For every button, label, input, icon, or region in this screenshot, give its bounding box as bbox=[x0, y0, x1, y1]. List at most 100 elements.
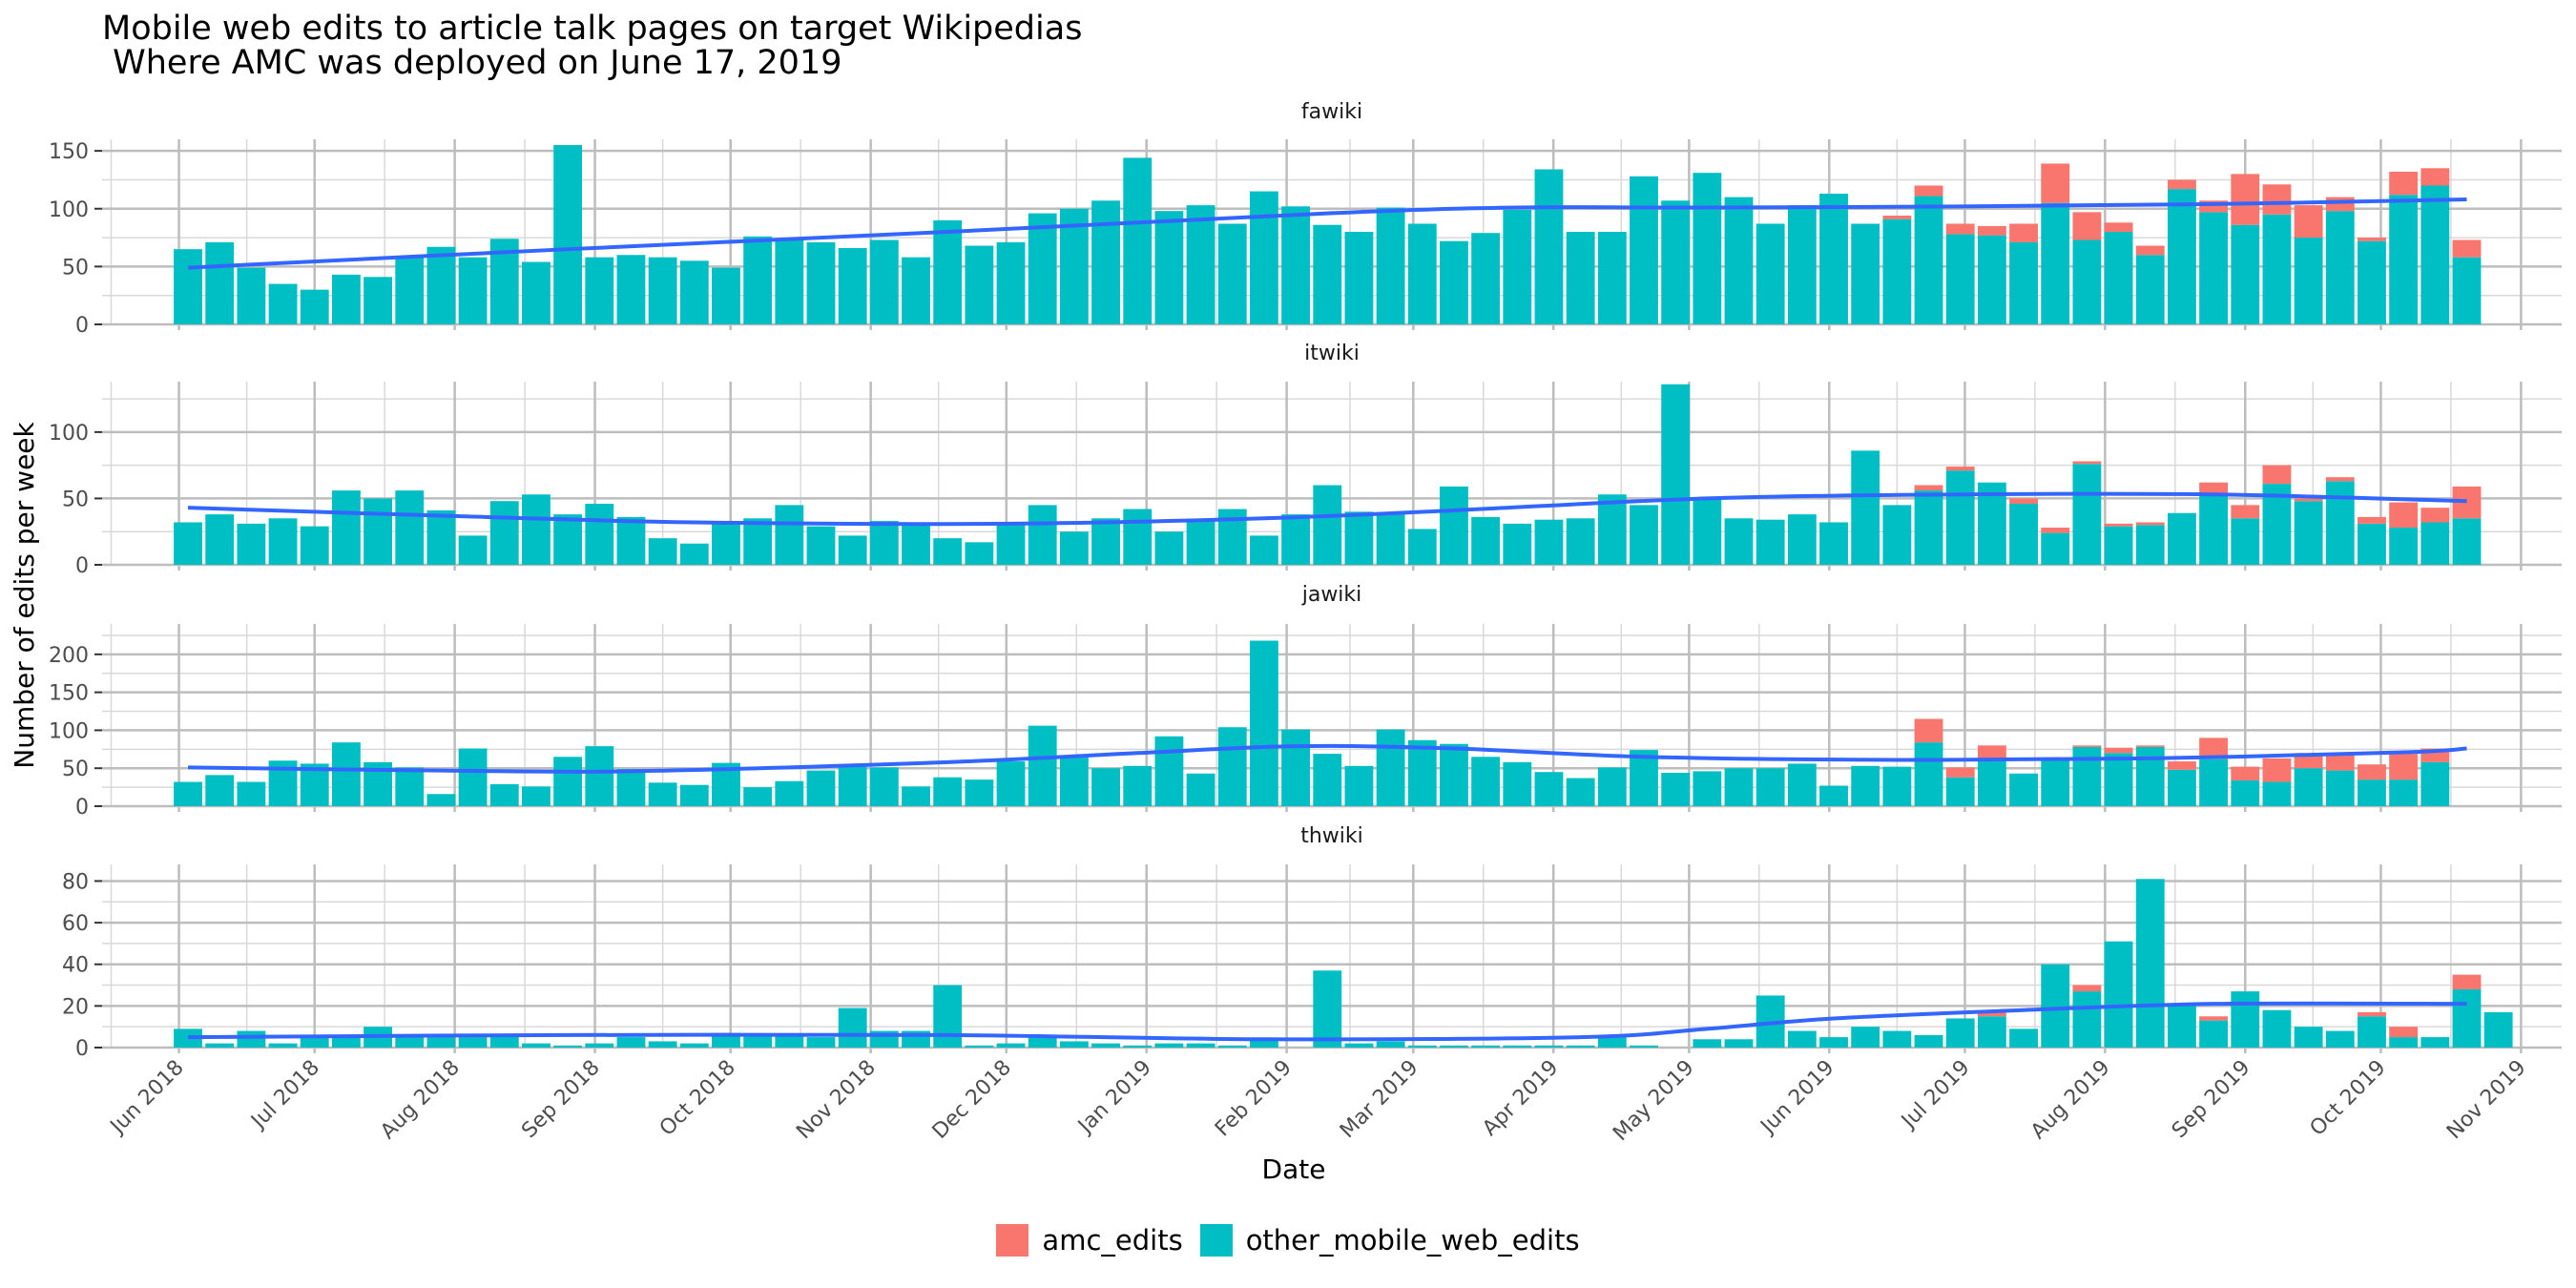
bar-other bbox=[489, 1034, 519, 1048]
bar-other bbox=[585, 1043, 614, 1048]
bar-amc bbox=[1945, 223, 1975, 235]
x-tick-label: Nov 2018 bbox=[792, 1056, 881, 1145]
bar-other bbox=[1028, 505, 1057, 565]
bar-other bbox=[933, 538, 963, 565]
bar-other bbox=[2231, 518, 2260, 565]
bar-other bbox=[1281, 206, 1311, 324]
bar-other bbox=[364, 277, 393, 324]
legend-label-amc: amc_edits bbox=[1042, 1224, 1183, 1257]
bar-other bbox=[1249, 1039, 1278, 1048]
bar-other bbox=[1028, 1034, 1057, 1048]
bar-other bbox=[743, 787, 773, 806]
bar-other bbox=[395, 1037, 425, 1048]
bar-other bbox=[331, 742, 361, 806]
bar-other bbox=[775, 505, 804, 565]
bar-other bbox=[775, 780, 804, 806]
panel-jawiki: jawiki 0 50 100 150 200 bbox=[49, 583, 2562, 820]
bar-other bbox=[2072, 991, 2102, 1048]
bar-other bbox=[1186, 1043, 1215, 1048]
x-tick-label: Aug 2018 bbox=[376, 1056, 465, 1145]
bar-other bbox=[2041, 532, 2070, 565]
bar-other bbox=[965, 542, 994, 565]
bar-other bbox=[869, 521, 899, 565]
bar-other bbox=[1154, 211, 1184, 324]
chart-subtitle: Where AMC was deployed on June 17, 2019 bbox=[102, 44, 842, 82]
bar-amc bbox=[2452, 239, 2482, 258]
bar-other bbox=[648, 538, 677, 565]
bar-other bbox=[2199, 212, 2229, 324]
bar-other bbox=[2294, 238, 2323, 324]
bar-other bbox=[1882, 505, 1912, 565]
bar-other bbox=[1471, 757, 1501, 806]
bar-amc bbox=[2009, 498, 2038, 504]
bar-other bbox=[996, 1043, 1026, 1048]
x-tick-label: Mar 2019 bbox=[1336, 1056, 1423, 1144]
bar-other bbox=[2167, 1006, 2196, 1048]
y-axis-title: Number of edits per week bbox=[9, 421, 40, 768]
y-tick-label: 50 bbox=[62, 758, 89, 781]
bar-other bbox=[553, 757, 583, 806]
bar-other bbox=[1440, 486, 1468, 565]
bar-other bbox=[648, 1041, 677, 1048]
bar-other bbox=[1661, 200, 1691, 324]
bar-other bbox=[1945, 234, 1975, 324]
bar-other bbox=[1661, 772, 1691, 806]
bar-other bbox=[933, 219, 963, 324]
bar-other bbox=[237, 267, 266, 324]
bar-amc bbox=[1977, 225, 2006, 236]
bar-other bbox=[1755, 519, 1785, 565]
bar-other bbox=[1977, 482, 2006, 565]
bar-other bbox=[205, 1043, 235, 1048]
bar-other bbox=[1630, 505, 1658, 565]
bar-other bbox=[806, 1037, 836, 1048]
bar-other bbox=[174, 781, 202, 806]
trend-line bbox=[187, 197, 2467, 270]
bar-amc bbox=[1914, 718, 1943, 743]
bar-other bbox=[1566, 518, 1595, 565]
bar-other bbox=[1534, 1045, 1564, 1048]
bar-other bbox=[838, 535, 867, 565]
bar-other bbox=[1407, 1045, 1437, 1048]
bar-other bbox=[2294, 768, 2323, 806]
bar-other bbox=[838, 766, 867, 806]
bar-other bbox=[965, 1045, 994, 1048]
bar-other bbox=[1787, 763, 1817, 806]
bar-other bbox=[648, 257, 677, 324]
bar-other bbox=[1281, 729, 1311, 806]
bar-other bbox=[458, 1037, 488, 1048]
bar-other bbox=[2358, 1016, 2386, 1048]
y-tick-label: 50 bbox=[62, 488, 89, 511]
bar-other bbox=[2199, 494, 2229, 565]
bar-other bbox=[1154, 736, 1184, 806]
bar-other bbox=[300, 289, 329, 324]
bar-other bbox=[331, 490, 361, 565]
legend-item-amc[interactable]: amc_edits bbox=[996, 1224, 1183, 1257]
bar-other bbox=[1914, 196, 1943, 324]
bar-other bbox=[1755, 768, 1785, 806]
bar-other bbox=[1693, 497, 1722, 565]
bar-other bbox=[268, 1043, 298, 1048]
bar-other bbox=[1091, 200, 1120, 324]
bar-other bbox=[237, 1030, 266, 1048]
bar-other bbox=[1313, 970, 1342, 1048]
legend-item-other[interactable]: other_mobile_web_edits bbox=[1199, 1224, 1580, 1257]
bar-amc bbox=[1945, 767, 1975, 778]
bar-other bbox=[426, 246, 456, 324]
bar-other bbox=[2135, 525, 2165, 565]
bar-other bbox=[1630, 750, 1658, 806]
bar-other bbox=[1787, 1030, 1817, 1048]
bar-amc bbox=[2294, 205, 2323, 239]
bar-other bbox=[2104, 753, 2133, 806]
bar-other bbox=[522, 1043, 551, 1048]
bar-other bbox=[1313, 754, 1342, 806]
bar-other bbox=[1693, 1039, 1722, 1048]
bar-other bbox=[1186, 205, 1215, 324]
x-tick-label: Jun 2019 bbox=[1755, 1056, 1839, 1140]
bar-other bbox=[1059, 531, 1089, 565]
bar-other bbox=[1819, 785, 1848, 806]
bar-other bbox=[522, 261, 551, 324]
bar-amc bbox=[2294, 498, 2323, 502]
y-tick-label: 150 bbox=[49, 682, 89, 706]
bar-other bbox=[1630, 1045, 1658, 1048]
y-tick-label: 150 bbox=[49, 140, 89, 164]
